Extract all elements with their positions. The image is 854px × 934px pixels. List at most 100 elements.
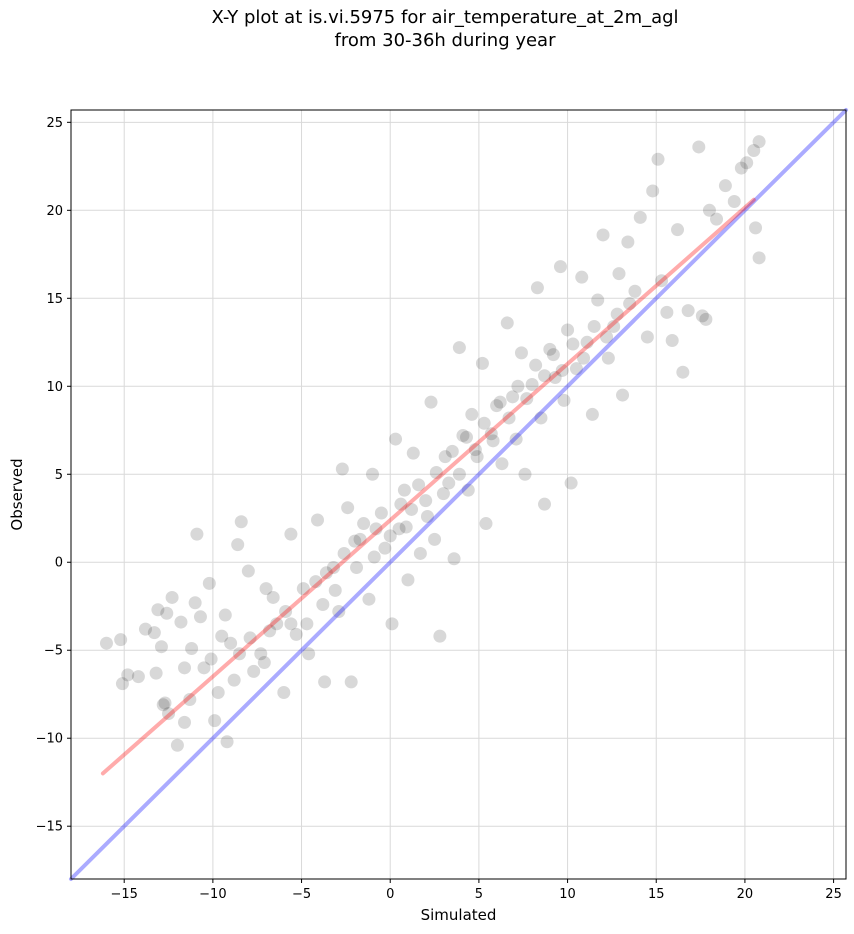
data-point [185,641,199,655]
data-point [115,677,129,691]
data-point [502,411,516,425]
data-point [538,369,552,383]
data-point [263,624,277,638]
data-point [419,494,433,508]
y-tick-label: 0 [55,556,63,571]
data-point [296,582,310,596]
data-point [413,546,427,560]
data-point [289,627,303,641]
data-point [452,467,466,481]
data-point [99,636,113,650]
data-point [433,629,447,643]
data-point [585,407,599,421]
data-point [243,631,257,645]
data-point [468,443,482,457]
data-point [178,661,192,675]
data-point [348,534,362,548]
data-point [506,390,520,404]
data-point [284,617,298,631]
data-point [174,615,188,629]
data-point [202,576,216,590]
chart-title: X-Y plot at is.vi.5975 for air_temperatu… [0,6,854,52]
data-point [553,260,567,274]
data-point [284,527,298,541]
data-point [577,351,591,365]
data-point [270,617,284,631]
data-point [461,483,475,497]
data-point [490,399,504,413]
x-axis-ticks: −15 −10 −5 0 5 10 15 20 25 [110,879,842,902]
data-point [718,179,732,193]
data-point [612,267,626,281]
data-point [495,457,509,471]
data-point [302,647,316,661]
data-point [318,675,332,689]
data-point [445,444,459,458]
data-point [424,395,438,409]
data-point [518,467,532,481]
data-point [247,664,261,678]
data-point [188,596,202,610]
data-point [477,416,491,430]
data-point [232,647,246,661]
y-axis-label: Observed [8,458,26,530]
data-point [621,235,635,249]
data-point [702,203,716,217]
data-point [332,605,346,619]
data-point [397,483,411,497]
data-point [534,411,548,425]
data-point [374,506,388,520]
data-point [254,647,268,661]
data-point [484,427,498,441]
data-point [197,661,211,675]
data-point [114,633,128,647]
data-point [681,304,695,318]
data-point [367,550,381,564]
data-point [591,293,605,307]
data-point [218,608,232,622]
plot-frame [70,109,847,880]
data-point [610,307,624,321]
data-point [587,319,601,333]
data-point [412,478,426,492]
data-point [162,707,176,721]
data-point [300,617,314,631]
data-point [607,319,621,333]
x-tick-label: 25 [825,887,842,902]
x-tick-label: 15 [648,887,665,902]
x-tick-label: 0 [386,887,394,902]
data-point [383,529,397,543]
data-point [566,337,580,351]
data-point [211,685,225,699]
data-point [131,670,145,684]
data-point [149,666,163,680]
data-point [220,735,234,749]
data-point [406,446,420,460]
data-point [227,673,241,687]
data-point [655,274,669,288]
data-point [319,566,333,580]
data-point [600,330,614,344]
data-point [429,466,443,480]
data-point [752,251,766,265]
data-point [623,297,637,311]
x-tick-label: −5 [292,887,311,902]
data-point [529,358,543,372]
data-point [530,281,544,295]
data-point [699,312,713,326]
data-point [154,640,168,654]
data-point [241,564,255,578]
data-point [509,432,523,446]
data-point [436,487,450,501]
data-point [538,497,552,511]
data-point [215,629,229,643]
data-point [369,522,383,536]
data-point [628,284,642,298]
data-point [378,541,392,555]
data-point [335,462,349,476]
data-point [337,546,351,560]
y-tick-label: 10 [46,380,63,395]
data-point [456,429,470,443]
data-point [420,509,434,523]
